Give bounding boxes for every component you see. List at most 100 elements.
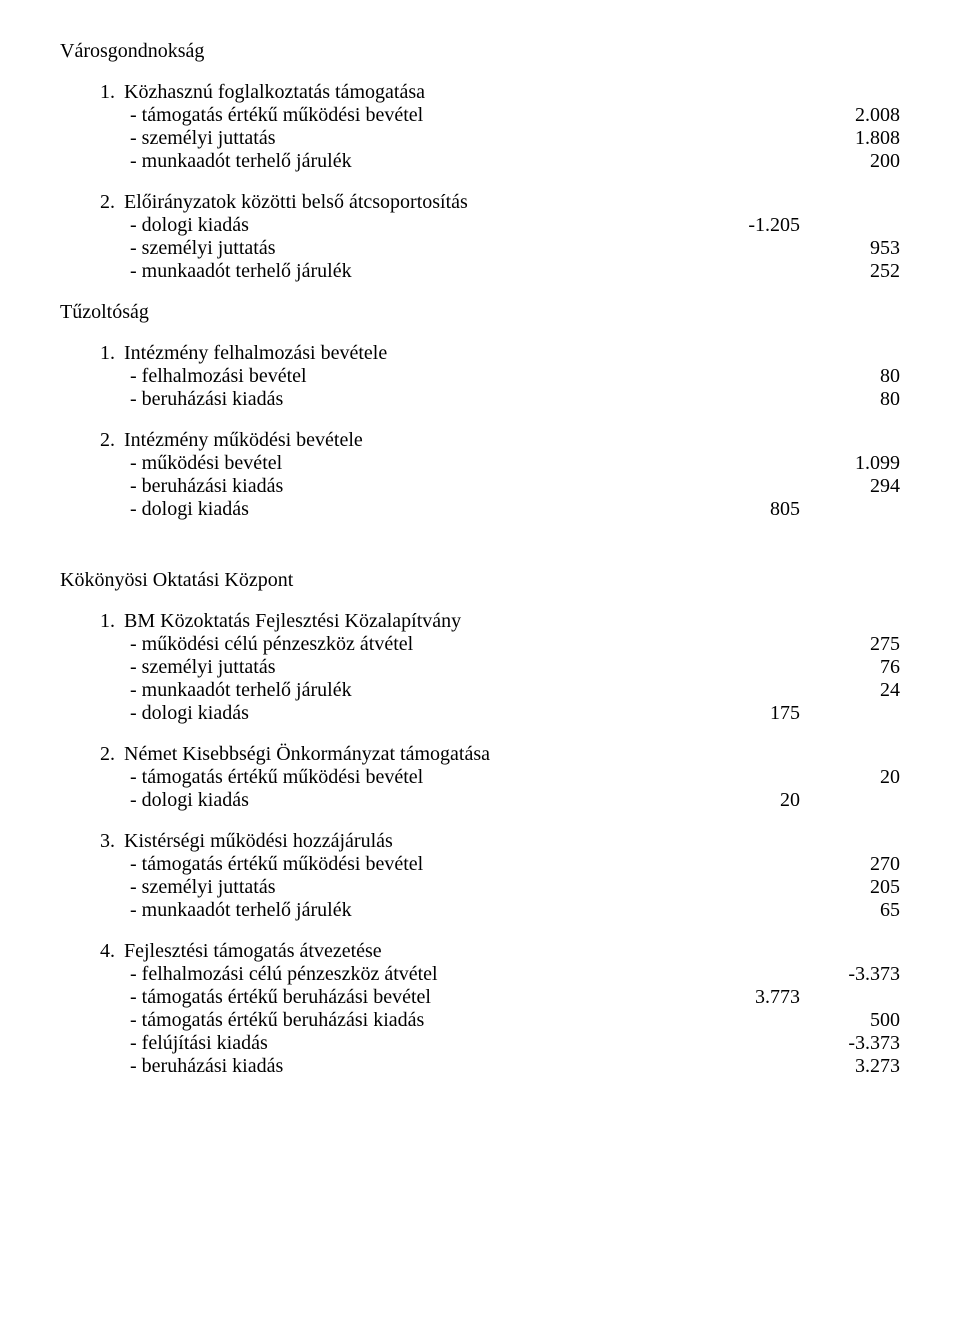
line-item: - felhalmozási bevétel 80 xyxy=(60,365,900,388)
line-item: - dologi kiadás 175 xyxy=(60,702,900,725)
line-label: - dologi kiadás xyxy=(130,214,720,237)
col-a: 175 xyxy=(720,702,800,725)
col-b: 80 xyxy=(800,365,900,388)
line-label: - működési célú pénzeszköz átvétel xyxy=(130,633,720,656)
item-header: 1. BM Közoktatás Fejlesztési Közalapítvá… xyxy=(60,610,900,633)
item-number: 3. xyxy=(100,830,124,853)
item-title: Előirányzatok közötti belső átcsoportosí… xyxy=(124,191,720,214)
line-item: - munkaadót terhelő járulék 200 xyxy=(60,150,900,173)
line-item: - felújítási kiadás -3.373 xyxy=(60,1032,900,1055)
item-title: Német Kisebbségi Önkormányzat támogatása xyxy=(124,743,720,766)
item-header: 2. Intézmény működési bevétele xyxy=(60,429,900,452)
col-a: 3.773 xyxy=(720,986,800,1009)
line-label: - támogatás értékű működési bevétel xyxy=(130,853,720,876)
line-label: - dologi kiadás xyxy=(130,702,720,725)
line-item: - beruházási kiadás 80 xyxy=(60,388,900,411)
line-label: - dologi kiadás xyxy=(130,498,720,521)
line-item: - támogatás értékű beruházási kiadás 500 xyxy=(60,1009,900,1032)
line-item: - működési bevétel 1.099 xyxy=(60,452,900,475)
col-b: 500 xyxy=(800,1009,900,1032)
line-label: - támogatás értékű beruházási kiadás xyxy=(130,1009,720,1032)
item-number: 1. xyxy=(100,342,124,365)
item-number: 1. xyxy=(100,81,124,104)
line-item: - támogatás értékű működési bevétel 20 xyxy=(60,766,900,789)
line-item: - munkaadót terhelő járulék 65 xyxy=(60,899,900,922)
col-b: 252 xyxy=(800,260,900,283)
line-item: - dologi kiadás 805 xyxy=(60,498,900,521)
line-item: - támogatás értékű beruházási bevétel 3.… xyxy=(60,986,900,1009)
line-item: - dologi kiadás -1.205 xyxy=(60,214,900,237)
line-label: - felújítási kiadás xyxy=(130,1032,720,1055)
item-title: BM Közoktatás Fejlesztési Közalapítvány xyxy=(124,610,720,633)
col-b: 65 xyxy=(800,899,900,922)
line-item: - személyi juttatás 953 xyxy=(60,237,900,260)
line-label: - személyi juttatás xyxy=(130,127,720,150)
line-label: - támogatás értékű beruházási bevétel xyxy=(130,986,720,1009)
line-item: - támogatás értékű működési bevétel 2.00… xyxy=(60,104,900,127)
col-b: 20 xyxy=(800,766,900,789)
col-b: 1.808 xyxy=(800,127,900,150)
item-header: 1. Közhasznú foglalkoztatás támogatása xyxy=(60,81,900,104)
col-b: 200 xyxy=(800,150,900,173)
item-title: Intézmény működési bevétele xyxy=(124,429,720,452)
col-a: 20 xyxy=(720,789,800,812)
col-b: -3.373 xyxy=(800,963,900,986)
item-number: 2. xyxy=(100,429,124,452)
item-number: 2. xyxy=(100,743,124,766)
section-title: Kökönyösi Oktatási Központ xyxy=(60,569,900,592)
line-item: - személyi juttatás 76 xyxy=(60,656,900,679)
line-item: - munkaadót terhelő járulék 252 xyxy=(60,260,900,283)
line-item: - személyi juttatás 1.808 xyxy=(60,127,900,150)
col-b: 2.008 xyxy=(800,104,900,127)
line-label: - felhalmozási célú pénzeszköz átvétel xyxy=(130,963,720,986)
line-item: - beruházási kiadás 294 xyxy=(60,475,900,498)
line-item: - beruházási kiadás 3.273 xyxy=(60,1055,900,1078)
col-b: 76 xyxy=(800,656,900,679)
line-item: - felhalmozási célú pénzeszköz átvétel -… xyxy=(60,963,900,986)
item-number: 2. xyxy=(100,191,124,214)
item-title: Fejlesztési támogatás átvezetése xyxy=(124,940,720,963)
line-label: - beruházási kiadás xyxy=(130,475,720,498)
item-title: Kistérségi működési hozzájárulás xyxy=(124,830,720,853)
line-label: - beruházási kiadás xyxy=(130,1055,720,1078)
col-b: 80 xyxy=(800,388,900,411)
line-label: - dologi kiadás xyxy=(130,789,720,812)
line-label: - támogatás értékű működési bevétel xyxy=(130,104,720,127)
line-item: - támogatás értékű működési bevétel 270 xyxy=(60,853,900,876)
line-item: - dologi kiadás 20 xyxy=(60,789,900,812)
item-header: 2. Német Kisebbségi Önkormányzat támogat… xyxy=(60,743,900,766)
line-label: - személyi juttatás xyxy=(130,237,720,260)
section-title: Városgondnokság xyxy=(60,40,900,63)
col-b: 275 xyxy=(800,633,900,656)
line-label: - munkaadót terhelő járulék xyxy=(130,679,720,702)
item-number: 1. xyxy=(100,610,124,633)
item-header: 4. Fejlesztési támogatás átvezetése xyxy=(60,940,900,963)
item-number: 4. xyxy=(100,940,124,963)
line-label: - működési bevétel xyxy=(130,452,720,475)
col-b: 3.273 xyxy=(800,1055,900,1078)
line-label: - beruházási kiadás xyxy=(130,388,720,411)
col-b: 1.099 xyxy=(800,452,900,475)
item-header: 2. Előirányzatok közötti belső átcsoport… xyxy=(60,191,900,214)
line-label: - személyi juttatás xyxy=(130,656,720,679)
item-header: 3. Kistérségi működési hozzájárulás xyxy=(60,830,900,853)
col-b: 205 xyxy=(800,876,900,899)
line-label: - felhalmozási bevétel xyxy=(130,365,720,388)
line-label: - munkaadót terhelő járulék xyxy=(130,260,720,283)
col-b: 270 xyxy=(800,853,900,876)
col-a: 805 xyxy=(720,498,800,521)
col-b: -3.373 xyxy=(800,1032,900,1055)
line-label: - támogatás értékű működési bevétel xyxy=(130,766,720,789)
item-title: Közhasznú foglalkoztatás támogatása xyxy=(124,81,720,104)
item-header: 1. Intézmény felhalmozási bevétele xyxy=(60,342,900,365)
line-label: - munkaadót terhelő járulék xyxy=(130,899,720,922)
line-item: - működési célú pénzeszköz átvétel 275 xyxy=(60,633,900,656)
line-label: - munkaadót terhelő járulék xyxy=(130,150,720,173)
col-b: 294 xyxy=(800,475,900,498)
line-item: - személyi juttatás 205 xyxy=(60,876,900,899)
col-b: 24 xyxy=(800,679,900,702)
section-title: Tűzoltóság xyxy=(60,301,900,324)
item-title: Intézmény felhalmozási bevétele xyxy=(124,342,720,365)
line-item: - munkaadót terhelő járulék 24 xyxy=(60,679,900,702)
col-b: 953 xyxy=(800,237,900,260)
